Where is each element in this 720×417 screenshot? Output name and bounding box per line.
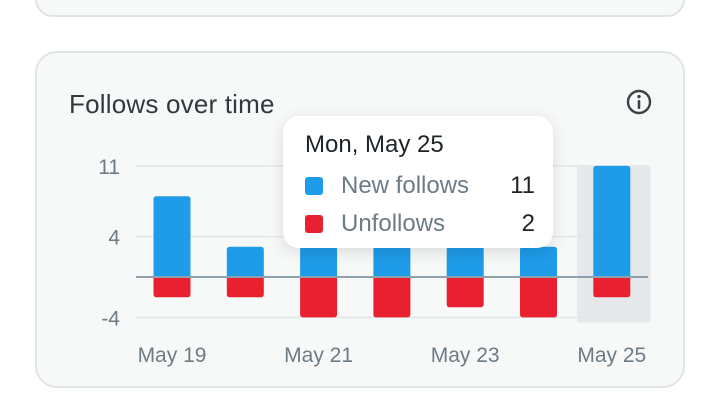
info-icon[interactable] bbox=[625, 88, 653, 116]
tooltip-row: New follows 11 bbox=[305, 172, 535, 200]
bar-unfollows bbox=[520, 277, 557, 318]
y-tick-label: -4 bbox=[101, 307, 120, 330]
card-title: Follows over time bbox=[69, 89, 275, 119]
x-tick-label: May 21 bbox=[284, 344, 353, 367]
bar-new-follows bbox=[446, 246, 484, 277]
y-tick-label: 4 bbox=[108, 227, 120, 250]
bar-new-follows bbox=[153, 196, 191, 277]
bar-unfollows bbox=[593, 277, 631, 298]
tooltip-label: New follows bbox=[341, 172, 470, 199]
bar-new-follows bbox=[300, 246, 338, 277]
tooltip-value: 11 bbox=[510, 172, 535, 199]
tooltip-date: Mon, May 25 bbox=[305, 131, 444, 158]
legend-swatch bbox=[305, 215, 323, 233]
bar-new-follows bbox=[520, 246, 557, 277]
chart-tooltip: Mon, May 25 New follows 11 Unfollows 2 bbox=[283, 116, 553, 248]
bar-new-follows bbox=[593, 165, 631, 277]
bar-unfollows bbox=[226, 277, 264, 298]
tooltip-value: 2 bbox=[521, 210, 535, 237]
x-tick-label: May 19 bbox=[138, 344, 207, 367]
y-tick-label: 11 bbox=[98, 156, 120, 179]
bar-unfollows bbox=[373, 277, 411, 318]
tooltip-label: Unfollows bbox=[341, 210, 446, 237]
x-tick-label: May 23 bbox=[431, 344, 500, 367]
bar-new-follows bbox=[226, 246, 264, 277]
bar-unfollows bbox=[153, 277, 191, 298]
bar-unfollows bbox=[446, 277, 484, 308]
legend-swatch bbox=[305, 177, 323, 195]
x-tick-label: May 25 bbox=[577, 344, 646, 367]
bar-unfollows bbox=[300, 277, 338, 318]
bar-new-follows bbox=[373, 246, 411, 277]
tooltip-row: Unfollows 2 bbox=[305, 210, 535, 238]
